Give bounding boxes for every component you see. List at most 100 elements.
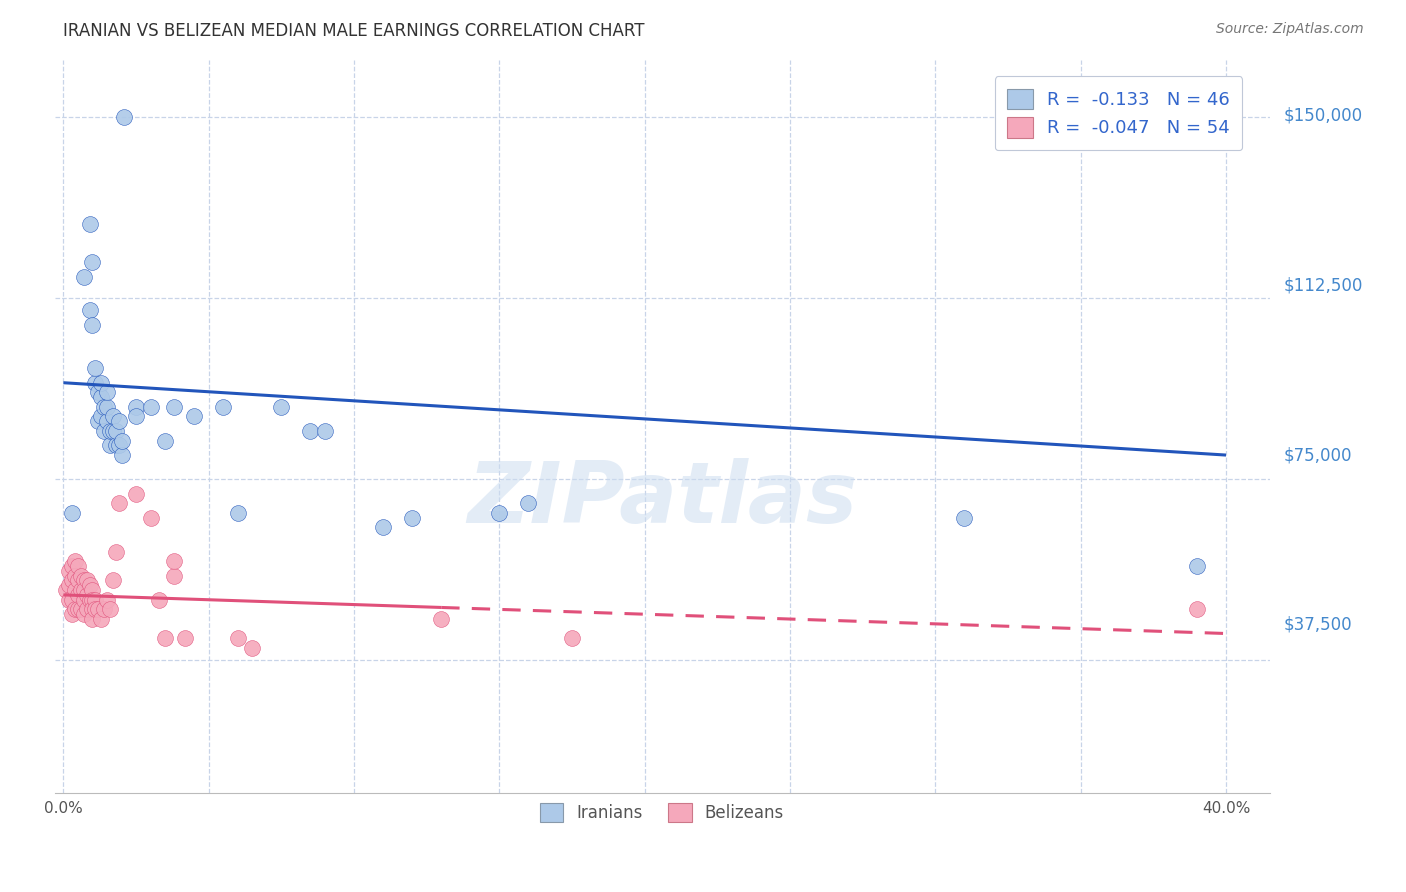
- Point: [104, 438, 127, 452]
- Point: [73, 574, 96, 588]
- Point: [96, 592, 118, 607]
- Point: [226, 632, 249, 646]
- Point: [66, 588, 89, 602]
- Point: [55, 583, 77, 598]
- Point: [1185, 559, 1208, 574]
- Point: [101, 574, 124, 588]
- Point: [90, 390, 112, 404]
- Point: [125, 486, 148, 500]
- Point: [153, 434, 176, 448]
- Point: [79, 592, 101, 607]
- Point: [226, 506, 249, 520]
- Text: ZIPatlas: ZIPatlas: [467, 458, 858, 541]
- Point: [107, 496, 129, 510]
- Point: [66, 559, 89, 574]
- Point: [101, 424, 124, 438]
- Point: [98, 602, 121, 616]
- Point: [73, 592, 96, 607]
- Point: [401, 510, 423, 524]
- Point: [110, 434, 132, 448]
- Point: [73, 607, 96, 622]
- Point: [517, 496, 540, 510]
- Point: [82, 612, 104, 626]
- Point: [60, 592, 83, 607]
- Point: [270, 400, 292, 414]
- Point: [73, 583, 96, 598]
- Point: [60, 607, 83, 622]
- Point: [87, 414, 110, 428]
- Point: [953, 510, 976, 524]
- Point: [561, 632, 583, 646]
- Point: [82, 255, 104, 269]
- Point: [240, 640, 263, 655]
- Point: [430, 612, 453, 626]
- Point: [125, 400, 148, 414]
- Point: [139, 400, 162, 414]
- Point: [79, 217, 101, 231]
- Point: [87, 385, 110, 400]
- Point: [58, 592, 80, 607]
- Point: [104, 424, 127, 438]
- Point: [93, 602, 115, 616]
- Point: [174, 632, 197, 646]
- Point: [73, 269, 96, 284]
- Point: [69, 583, 91, 598]
- Point: [66, 602, 89, 616]
- Point: [79, 578, 101, 592]
- Point: [93, 424, 115, 438]
- Point: [87, 602, 110, 616]
- Point: [183, 409, 205, 424]
- Point: [60, 506, 83, 520]
- Point: [84, 361, 107, 376]
- Point: [82, 592, 104, 607]
- Point: [101, 409, 124, 424]
- Point: [96, 414, 118, 428]
- Text: Source: ZipAtlas.com: Source: ZipAtlas.com: [1216, 22, 1364, 37]
- Point: [104, 544, 127, 558]
- Point: [93, 400, 115, 414]
- Point: [148, 592, 170, 607]
- Point: [488, 506, 510, 520]
- Point: [69, 602, 91, 616]
- Point: [84, 592, 107, 607]
- Point: [90, 612, 112, 626]
- Point: [212, 400, 235, 414]
- Point: [107, 438, 129, 452]
- Point: [76, 602, 98, 616]
- Point: [96, 385, 118, 400]
- Legend: Iranians, Belizeans: Iranians, Belizeans: [527, 789, 797, 836]
- Point: [163, 400, 186, 414]
- Point: [1185, 602, 1208, 616]
- Point: [84, 602, 107, 616]
- Point: [163, 554, 186, 568]
- Point: [82, 318, 104, 332]
- Point: [371, 520, 394, 534]
- Point: [84, 376, 107, 390]
- Point: [139, 510, 162, 524]
- Point: [107, 414, 129, 428]
- Point: [66, 574, 89, 588]
- Point: [69, 568, 91, 582]
- Point: [125, 409, 148, 424]
- Point: [63, 568, 86, 582]
- Point: [60, 559, 83, 574]
- Point: [63, 583, 86, 598]
- Point: [82, 583, 104, 598]
- Point: [299, 424, 322, 438]
- Point: [63, 602, 86, 616]
- Point: [98, 424, 121, 438]
- Point: [163, 568, 186, 582]
- Text: IRANIAN VS BELIZEAN MEDIAN MALE EARNINGS CORRELATION CHART: IRANIAN VS BELIZEAN MEDIAN MALE EARNINGS…: [63, 22, 645, 40]
- Point: [90, 376, 112, 390]
- Point: [63, 554, 86, 568]
- Point: [60, 574, 83, 588]
- Point: [98, 438, 121, 452]
- Point: [153, 632, 176, 646]
- Point: [76, 588, 98, 602]
- Point: [110, 448, 132, 462]
- Point: [58, 564, 80, 578]
- Point: [79, 303, 101, 318]
- Point: [114, 111, 136, 125]
- Point: [314, 424, 336, 438]
- Point: [76, 574, 98, 588]
